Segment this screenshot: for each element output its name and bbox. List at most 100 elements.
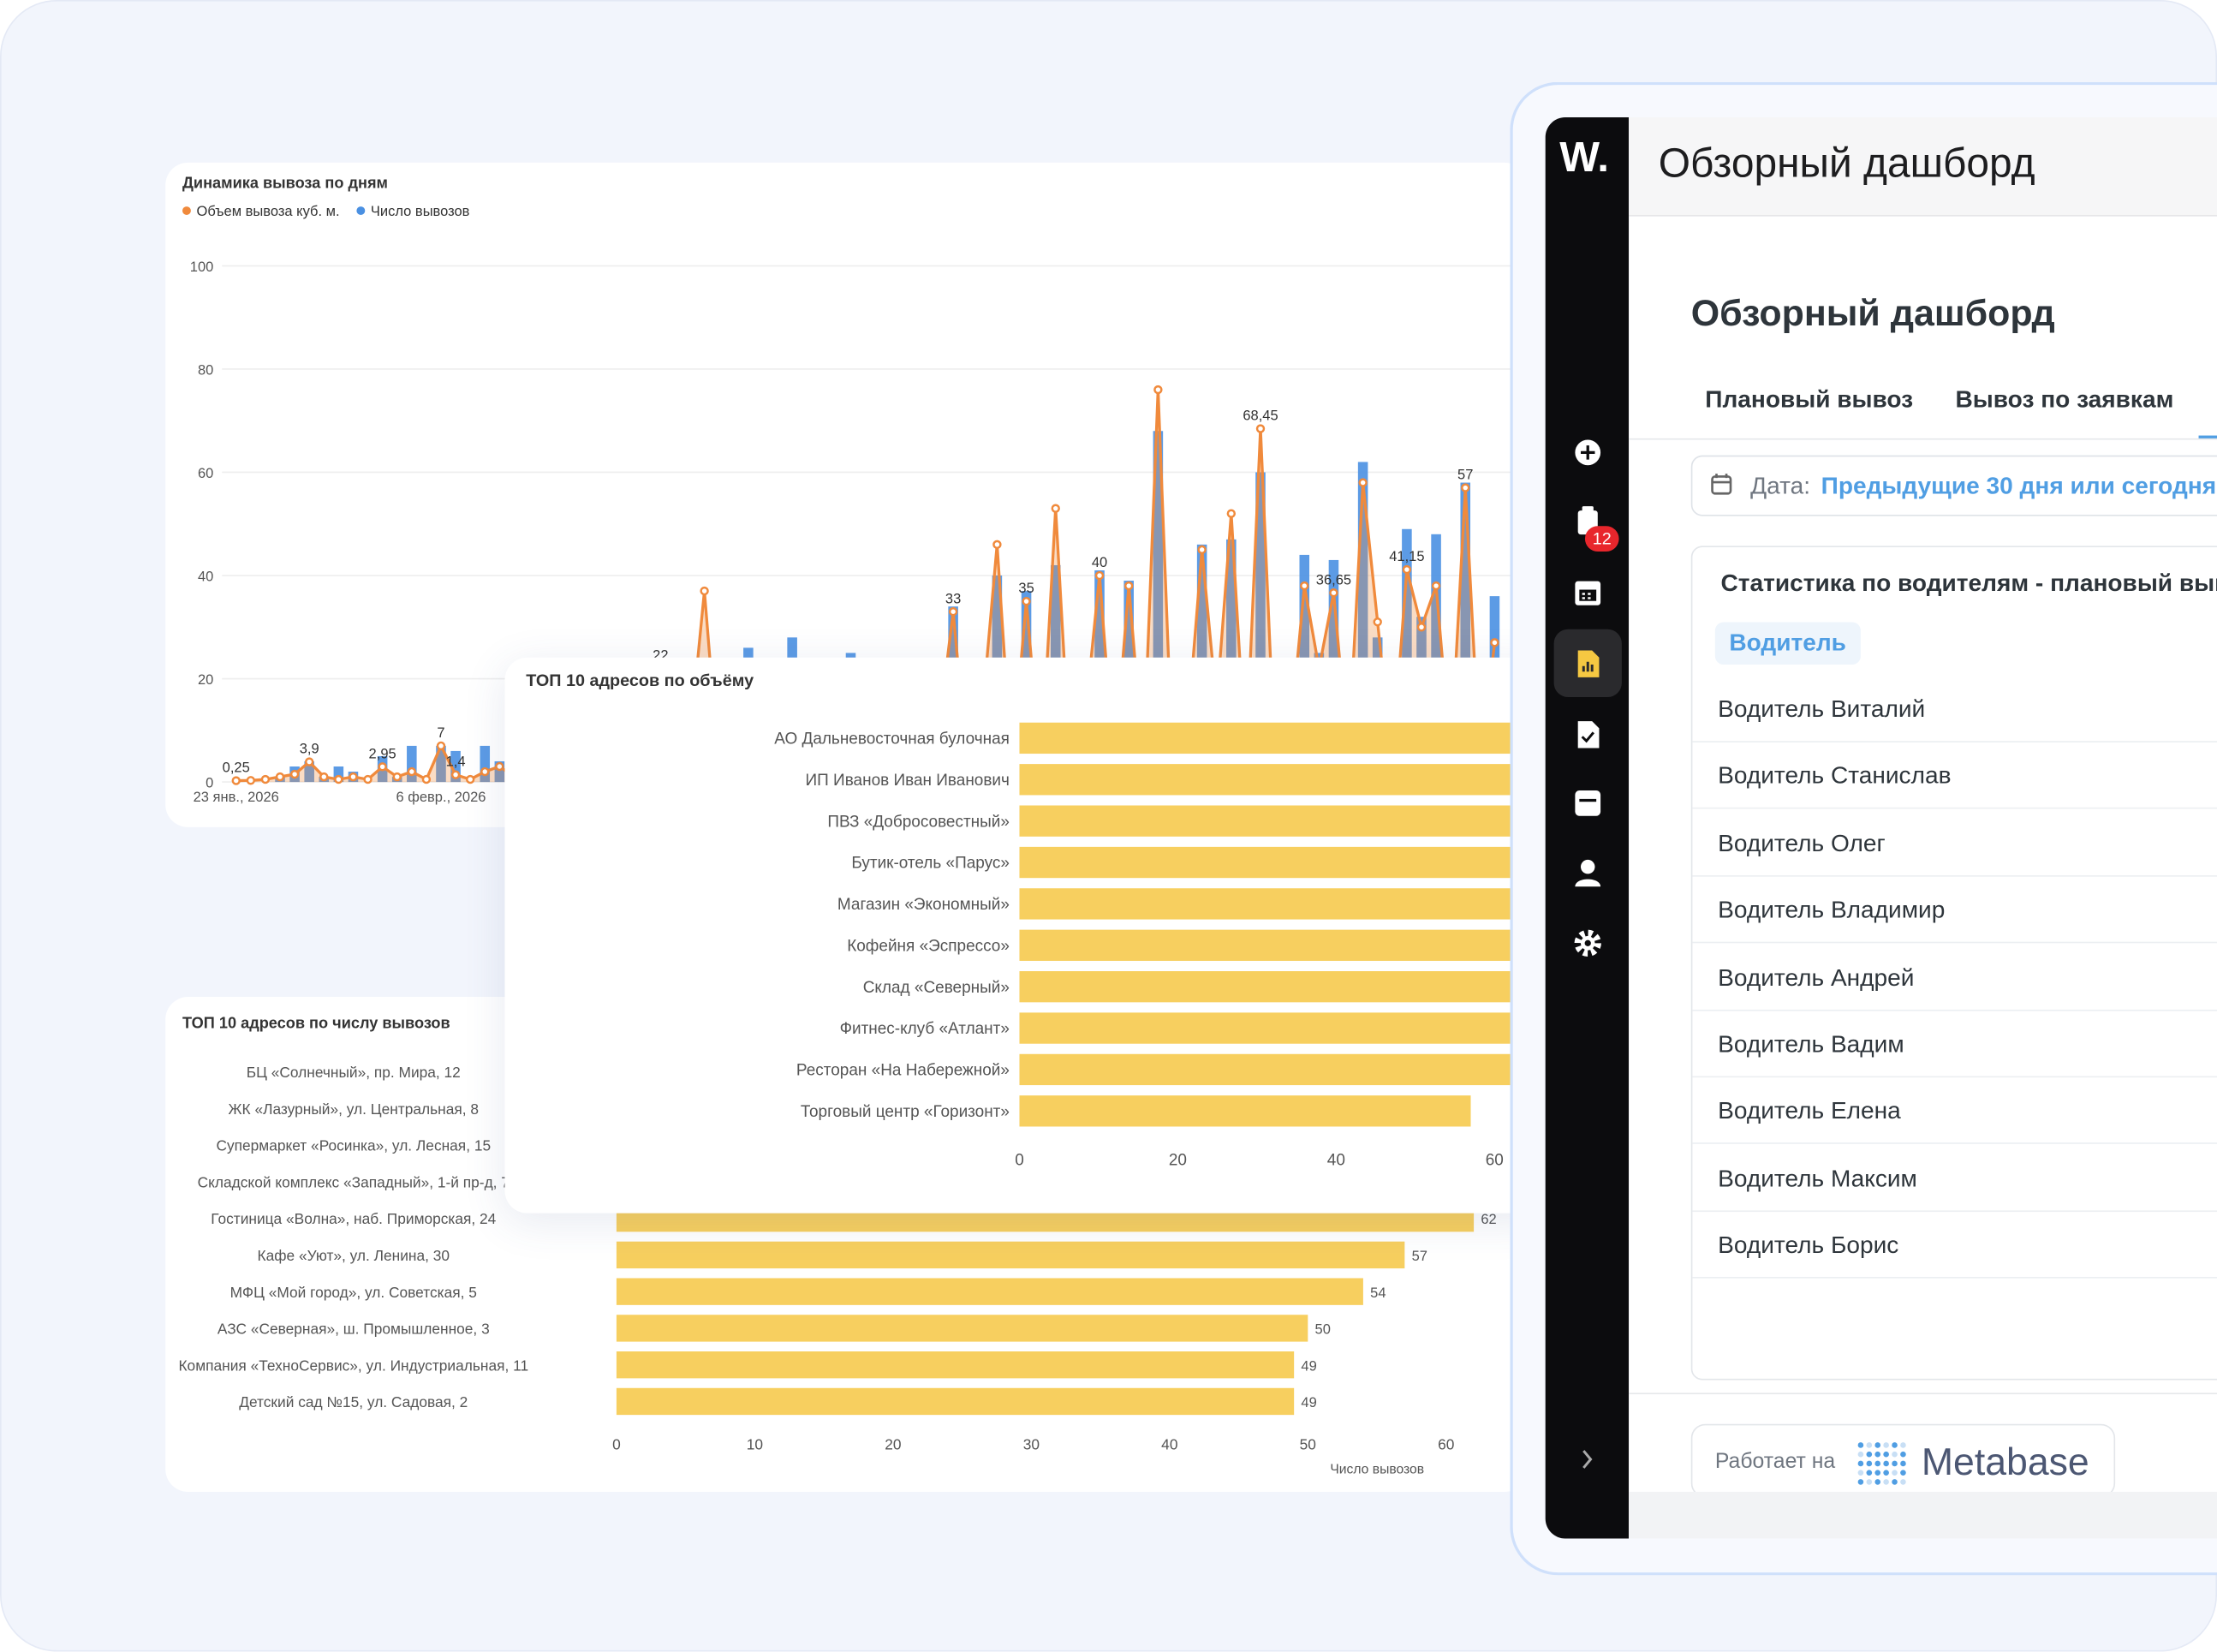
point [1490,638,1499,647]
driver-row[interactable]: Водитель Вадим [1692,1011,2217,1078]
bar [616,1315,1308,1342]
tab[interactable]: Вывоз по заявкам [1955,385,2174,414]
filter-box[interactable]: Дата: Предыдущие 30 дня или сегодня [1690,455,2217,516]
bar [1019,722,1552,754]
logo-dot [1874,1479,1881,1485]
logo-dot [1892,1451,1898,1458]
bar [616,1351,1295,1379]
bar [1460,482,1471,783]
logo-dot [1866,1470,1873,1476]
y-tick-label: Супермаркет «Росинка», ул. Лесная, 15 [216,1137,491,1154]
driver-row[interactable]: Водитель Станислав [1692,743,2217,810]
value-label: 50 [1315,1322,1331,1338]
legend-label: Число вывозов [371,204,470,219]
bar [1019,929,1535,961]
point [1094,570,1105,581]
logo[interactable]: W. [1559,134,1610,182]
point [421,774,432,784]
bar [1255,472,1266,783]
x-axis-label: Число вывозов [1330,1462,1424,1476]
point [465,774,475,784]
point [246,776,256,785]
point [1226,509,1237,518]
tab[interactable]: Плановый вывоз [1705,385,1914,414]
value-label: 7 [437,725,444,741]
value-label: 36,65 [1316,572,1351,587]
y-tick-label: 0 [206,776,213,791]
y-tick-label: Склад «Северный» [863,979,1010,997]
driver-row[interactable]: Водитель Владимир [1692,877,2217,944]
point [319,772,329,782]
point [1373,617,1382,627]
icon-archive[interactable] [1575,790,1601,816]
logo-dot [1883,1460,1889,1467]
value-label: 33 [945,591,961,606]
chart-title: Динамика вывоза по дням [182,175,388,192]
point [407,766,417,777]
value-label: 57 [1412,1249,1427,1264]
driver-row[interactable]: Водитель Виталий [1692,676,2217,743]
x-tick-label: 60 [1438,1435,1454,1452]
point [1416,623,1427,632]
point [495,761,504,772]
logo-dot [1900,1479,1906,1485]
icon-document[interactable] [1577,721,1600,748]
y-tick-label: 60 [198,466,213,481]
y-tick-label: 20 [198,672,213,688]
y-tick-label: Магазин «Экономный» [837,896,1010,914]
x-tick-label: 6 февр., 2026 [396,790,486,805]
filter-value: Предыдущие 30 дня или сегодня [1821,472,2217,499]
icon-reports[interactable] [1577,650,1600,677]
logo-dot [1900,1442,1906,1448]
y-tick-label: 80 [198,363,213,379]
icon-user[interactable] [1575,859,1601,887]
point [334,774,343,784]
point [948,607,958,617]
column-header[interactable]: Водитель [1714,622,1861,665]
x-tick-label: 40 [1161,1435,1177,1452]
point [1431,581,1441,591]
badge: 12 [1584,526,1619,552]
logo-dot [1883,1470,1889,1476]
point [1461,483,1470,492]
bar [1019,888,1542,920]
y-tick-label: Торговый центр «Горизонт» [801,1103,1010,1121]
stats-title: Статистика по водителям - плановый вывоз [1720,570,2217,597]
driver-row[interactable]: Водитель Борис [1692,1212,2217,1279]
volume-chart: ТОП 10 адресов по объёму 0 20 40 60 АО Дальн… [526,671,1552,1170]
value-label: 49 [1301,1395,1316,1410]
y-tick-label: АЗС «Северная», ш. Промышленное, 3 [218,1321,490,1338]
driver-row[interactable]: Водитель Андрей [1692,944,2217,1011]
tab-divider [1629,438,2217,440]
icon-calendar[interactable] [1575,581,1601,605]
point [1153,385,1163,395]
x-tick-label: 0 [1015,1152,1024,1170]
logo-dot [1883,1442,1889,1448]
driver-row[interactable]: Водитель Елена [1692,1078,2217,1145]
bar [1357,462,1368,783]
logo-dot [1857,1460,1864,1467]
volume-card: ТОП 10 адресов по объёму 0 20 40 60 АО Дальн… [504,657,1552,1214]
bar [1153,431,1164,783]
chart-title: ТОП 10 адресов по объёму [526,671,754,690]
bar [616,1278,1363,1305]
footer-badge[interactable]: Работает на Metabase [1690,1423,2116,1498]
bar [616,1241,1405,1269]
bar [1019,1012,1511,1044]
icon-add[interactable] [1575,439,1601,466]
icon-expand[interactable] [1582,1450,1593,1469]
point [392,772,402,782]
point [260,774,271,784]
icon-settings[interactable] [1574,929,1601,957]
logo-dot [1857,1451,1864,1458]
x-tick-label: 60 [1486,1152,1504,1170]
point [231,776,241,785]
bar [333,766,344,783]
chart-title: ТОП 10 адресов по числу вывозов [182,1014,450,1031]
point [480,766,490,777]
y-tick-label: Складской комплекс «Западный», 1-й пр-д,… [198,1173,510,1190]
legend-label: Объем вывоза куб. м. [197,204,340,219]
bar [436,745,446,783]
driver-row[interactable]: Водитель Максим [1692,1145,2217,1212]
driver-row[interactable]: Водитель Олег [1692,810,2217,877]
